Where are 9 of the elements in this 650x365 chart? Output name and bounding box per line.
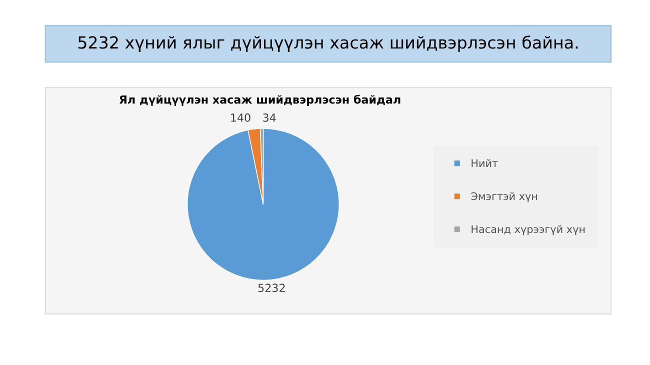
data-label: 5232 [258,284,285,292]
chart-subtitle: Ял дүйцүүлэн хасаж шийдвэрлэсэн байдал [120,94,400,106]
data-label: 140 [231,113,250,122]
legend-label: Насанд хүрээгүй хүн [472,225,585,236]
chart-title: 5232 хүний ялыг дүйцүүлэн хасаж шийдвэрлэсэн байна. [78,36,578,52]
data-label: 34 [263,113,276,122]
legend-label: Нийт [472,159,498,167]
pie-slice [187,128,340,281]
legend-label: Эмэгтэй хүн [471,192,538,202]
